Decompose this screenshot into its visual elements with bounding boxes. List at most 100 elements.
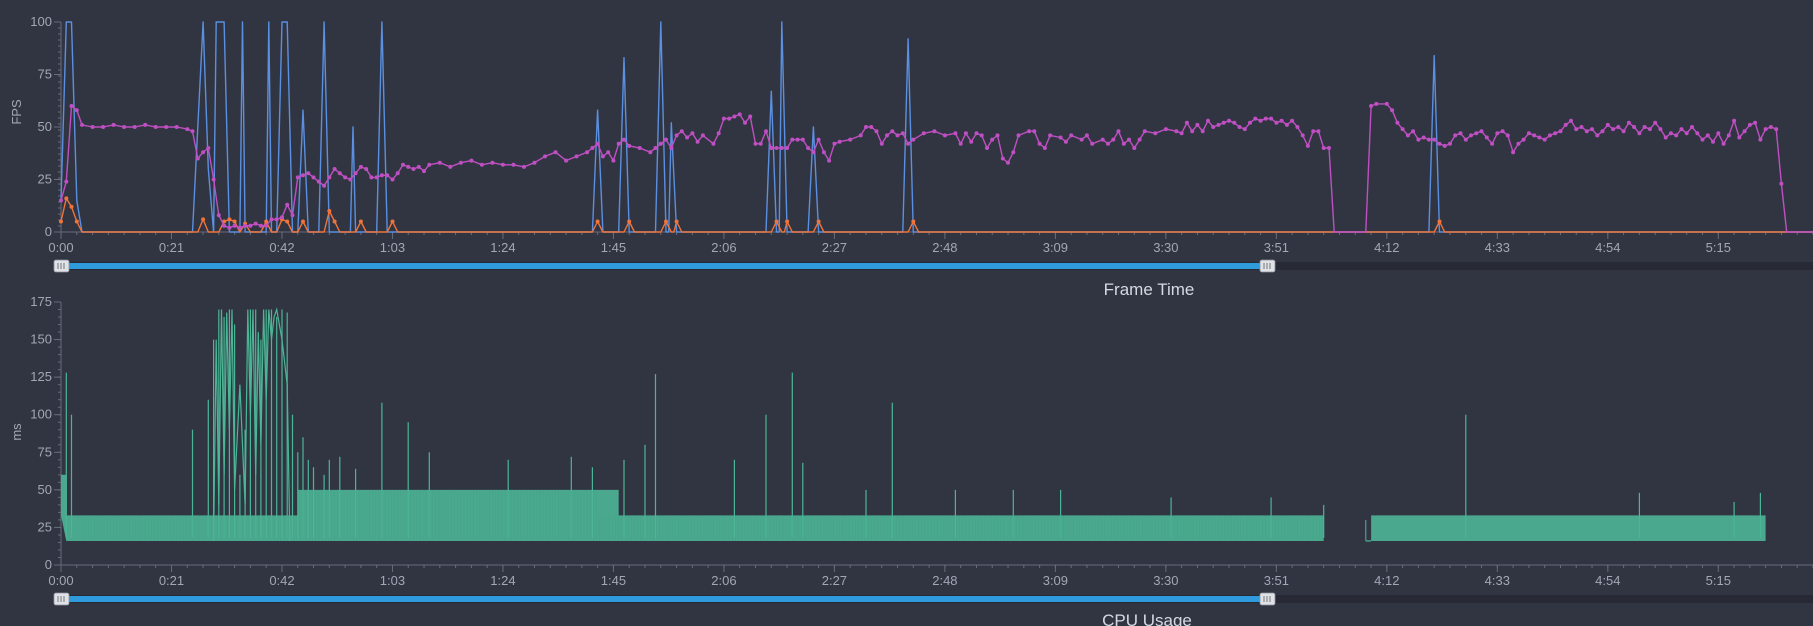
fps-avg-point bbox=[406, 164, 411, 169]
fps-avg-point bbox=[595, 141, 600, 146]
fps-avg-point bbox=[227, 225, 232, 230]
frametime-chart: ms 0 25 50 75 100 125 150 175 0:00 0:21 0:42 1:03 1:… bbox=[9, 294, 1813, 588]
fps-avg-point bbox=[890, 129, 895, 134]
fps-avg-point bbox=[869, 125, 874, 129]
fps-avg-point bbox=[1437, 141, 1442, 146]
fps-avg-point bbox=[1316, 129, 1321, 134]
fps-avg-point bbox=[458, 160, 463, 165]
fps-avg-point bbox=[690, 131, 695, 136]
fps-avg-point bbox=[1063, 139, 1068, 144]
fps-avg-point bbox=[1374, 101, 1379, 106]
fps-avg-point bbox=[1758, 137, 1763, 142]
fps-avg-point bbox=[721, 116, 726, 121]
fps-avg-point bbox=[1526, 131, 1531, 136]
fps-avg-point bbox=[1058, 135, 1063, 140]
fps-min-point bbox=[74, 219, 79, 224]
fps-avg-point bbox=[1027, 129, 1032, 134]
fps-avg-point bbox=[369, 175, 374, 180]
frametime-x-tick-label: 2:48 bbox=[932, 573, 957, 588]
fps-avg-point bbox=[395, 171, 400, 176]
fps-avg-point bbox=[1753, 120, 1758, 125]
frametime-y-tick-label: 150 bbox=[30, 332, 52, 347]
fps-avg-point bbox=[1153, 131, 1158, 136]
fps-min-point bbox=[264, 219, 269, 224]
fps-min-point bbox=[785, 219, 790, 224]
frametime-y-tick-label: 50 bbox=[38, 482, 52, 497]
fps-avg-point bbox=[1384, 101, 1389, 106]
fps-avg-point bbox=[237, 225, 242, 230]
slider-left-handle[interactable] bbox=[53, 259, 70, 273]
fps-avg-point bbox=[195, 156, 200, 161]
fps-avg-point bbox=[1711, 139, 1715, 144]
slider-left-handle[interactable] bbox=[53, 592, 70, 606]
fps-avg-point bbox=[1184, 120, 1189, 125]
fps-avg-point bbox=[1432, 137, 1437, 142]
fps-avg-point bbox=[111, 122, 116, 127]
fps-avg-point bbox=[211, 177, 216, 182]
slider-selection[interactable] bbox=[62, 596, 1268, 602]
fps-avg-point bbox=[1221, 120, 1226, 125]
fps-avg-point bbox=[269, 217, 274, 222]
fps-avg-point bbox=[963, 131, 968, 136]
fps-avg-point bbox=[590, 146, 595, 150]
fps-avg-point bbox=[1421, 135, 1426, 140]
fps-avg-point bbox=[1279, 118, 1284, 123]
frametime-x-tick-label: 2:06 bbox=[711, 573, 736, 588]
fps-min-point bbox=[232, 219, 237, 224]
fps-avg-point bbox=[774, 146, 779, 150]
frametime-line bbox=[213, 307, 291, 542]
fps-avg-point bbox=[1032, 129, 1037, 134]
fps-avg-point bbox=[479, 162, 484, 167]
slider-right-handle[interactable] bbox=[1259, 259, 1276, 273]
fps-avg-point bbox=[1553, 131, 1558, 136]
fps-avg-point bbox=[374, 175, 379, 180]
fps-avg-point bbox=[737, 112, 742, 117]
fps-x-tick-label: 1:03 bbox=[380, 240, 405, 255]
fps-avg-point bbox=[185, 127, 190, 132]
fps-min-point bbox=[358, 219, 363, 224]
fps-avg-point bbox=[1006, 160, 1010, 165]
slider-selection[interactable] bbox=[62, 263, 1268, 269]
fps-avg-point bbox=[490, 160, 495, 165]
fps-x-tick-label: 2:48 bbox=[932, 240, 957, 255]
fps-avg-point bbox=[1284, 122, 1289, 127]
slider-right-handle[interactable] bbox=[1259, 592, 1276, 606]
fps-avg-point bbox=[1100, 137, 1105, 142]
fps-avg-point bbox=[1069, 133, 1074, 138]
fps-avg-point bbox=[1621, 129, 1626, 134]
fps-min-point bbox=[64, 196, 69, 201]
fps-avg-point bbox=[1674, 133, 1679, 138]
fps-x-tick-label: 1:45 bbox=[601, 240, 626, 255]
frametime-x-tick-label: 5:15 bbox=[1706, 573, 1731, 588]
cpu-section-title: CPU Usage bbox=[1102, 611, 1192, 626]
fps-avg-point bbox=[1111, 137, 1116, 142]
fps-avg-point bbox=[969, 139, 974, 144]
frametime-range-slider[interactable] bbox=[53, 592, 1813, 606]
fps-avg-point bbox=[779, 146, 784, 150]
fps-avg-point bbox=[1000, 156, 1005, 161]
fps-avg-point bbox=[274, 217, 279, 222]
fps-avg-point bbox=[1305, 143, 1310, 148]
fps-avg-point bbox=[1442, 143, 1447, 148]
frametime-x-tick-label: 1:24 bbox=[490, 573, 515, 588]
fps-avg-point bbox=[353, 171, 358, 176]
fps-avg-point bbox=[222, 223, 227, 228]
fps-avg-point bbox=[953, 131, 958, 136]
fps-avg-point bbox=[1737, 135, 1742, 140]
fps-avg-point bbox=[1469, 133, 1473, 138]
fps-avg-point bbox=[685, 135, 690, 140]
fps-avg-point bbox=[606, 150, 611, 155]
fps-avg-point bbox=[290, 213, 295, 218]
fps-range-slider[interactable] bbox=[53, 259, 1813, 273]
fps-x-tick-label: 0:00 bbox=[48, 240, 73, 255]
fps-avg-point bbox=[1369, 104, 1374, 108]
fps-avg-point bbox=[1579, 125, 1584, 129]
fps-avg-point bbox=[716, 131, 721, 136]
fps-avg-point bbox=[658, 141, 663, 146]
fps-avg-point bbox=[1174, 129, 1179, 134]
fps-avg-point bbox=[1700, 137, 1705, 142]
fps-avg-point bbox=[1595, 133, 1600, 138]
fps-avg-point bbox=[785, 146, 790, 150]
fps-avg-point bbox=[806, 146, 811, 150]
fps-avg-point bbox=[1390, 108, 1395, 113]
